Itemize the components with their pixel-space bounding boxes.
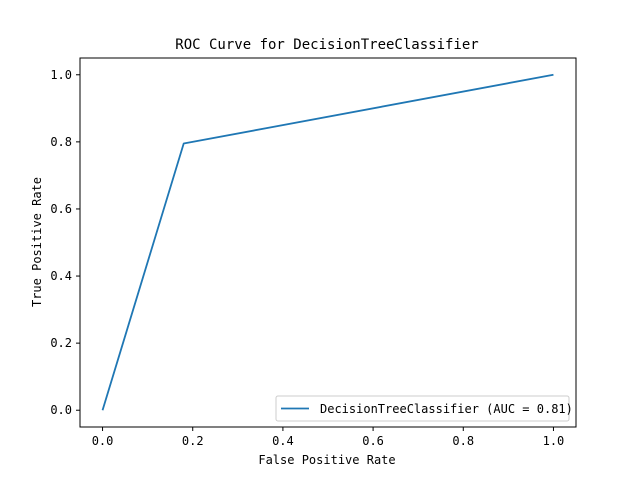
x-tick-label: 0.4 [272,434,294,448]
axes-frame [79,57,577,428]
x-tick-label: 1.0 [543,434,565,448]
y-tick-label: 0.2 [50,336,72,350]
x-axis-label: False Positive Rate [258,453,395,467]
legend-box [275,395,570,422]
y-tick-label: 0.6 [50,202,72,216]
x-tick-label: 0.2 [182,434,204,448]
plot-area: 0.0 0.2 0.4 0.6 0.8 1.0 0.0 0.2 0.4 0.6 0.8 1.0 [50,57,577,448]
legend: DecisionTreeClassifier (AUC = 0.81) [275,395,573,422]
y-tick-label: 1.0 [50,68,72,82]
x-tick-label: 0.6 [362,434,384,448]
y-axis-label: True Positive Rate [30,177,44,307]
roc-curve-line-0 [101,73,554,411]
legend-entry-label: DecisionTreeClassifier (AUC = 0.81) [320,402,573,416]
x-tick-label: 0.0 [92,434,114,448]
x-tick-label: 0.8 [452,434,474,448]
y-tick-label: 0.8 [50,135,72,149]
chart-title: ROC Curve for DecisionTreeClassifier [175,37,478,53]
y-tick-label: 0.4 [50,269,72,283]
y-tick-label: 0.0 [50,403,72,417]
